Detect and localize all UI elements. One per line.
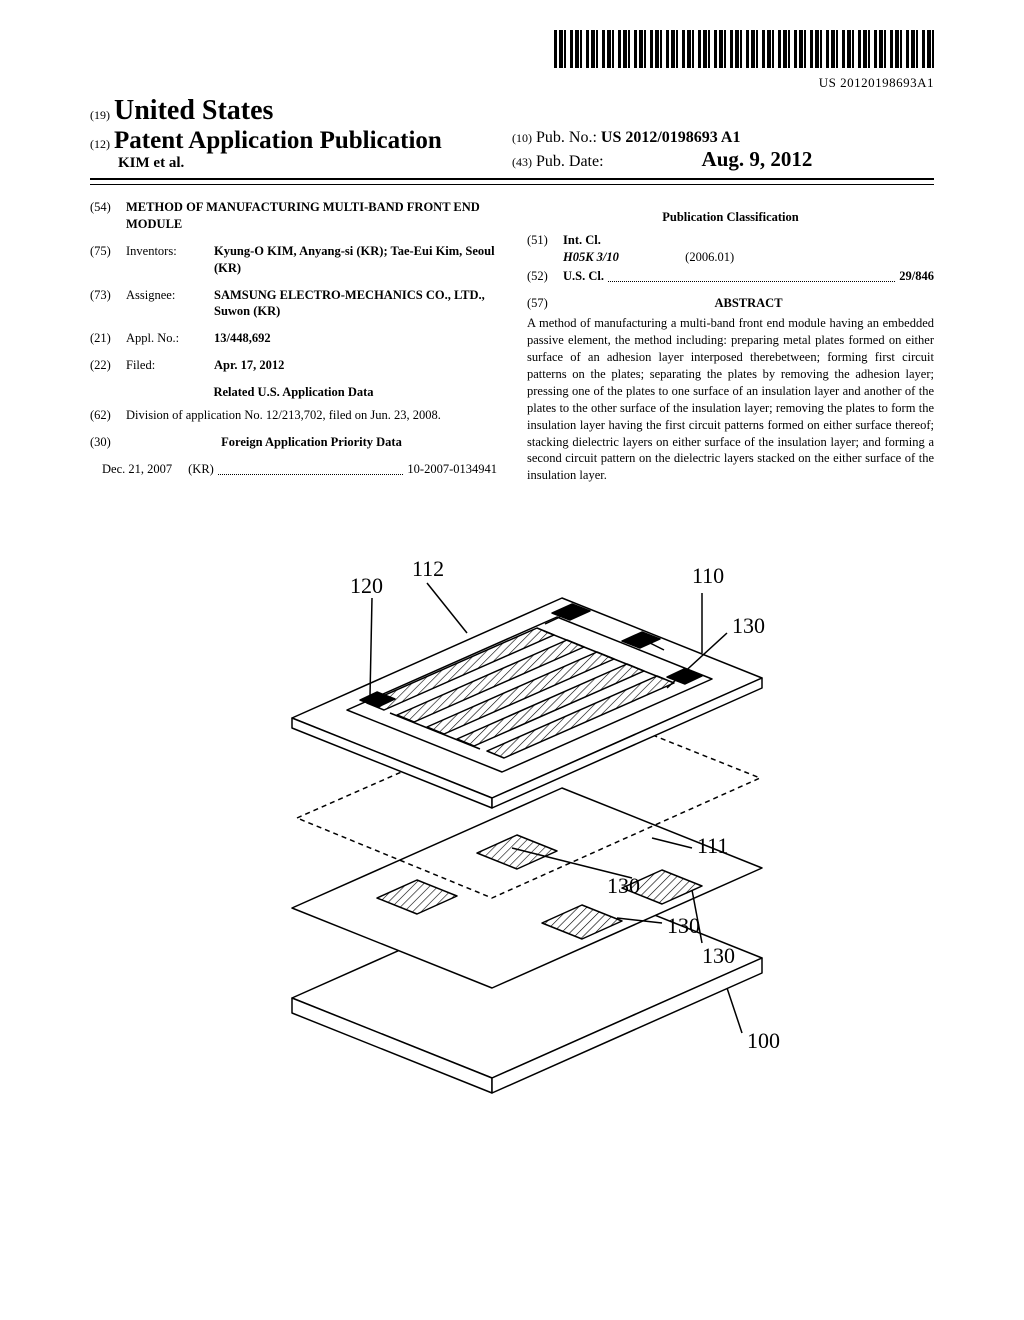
intcl-num: (51) bbox=[527, 232, 563, 266]
title-row: (54) METHOD OF MANUFACTURING MULTI-BAND … bbox=[90, 199, 497, 233]
intcl-row: (51) Int. Cl. H05K 3/10 (2006.01) bbox=[527, 232, 934, 266]
fig-label-130c: 130 bbox=[667, 913, 700, 938]
inventors-label: Inventors: bbox=[126, 243, 214, 277]
header-right: (10) Pub. No.: US 2012/0198693 A1 (43) P… bbox=[512, 129, 934, 172]
inventors-value: Kyung-O KIM, Anyang-si (KR); Tae-Eui Kim… bbox=[214, 243, 497, 277]
pubno-value: US 2012/0198693 A1 bbox=[601, 129, 741, 146]
inventors-num: (75) bbox=[90, 243, 126, 277]
foreign-num: (30) bbox=[90, 434, 126, 451]
foreign-title: Foreign Application Priority Data bbox=[126, 434, 497, 451]
intcl-year: (2006.01) bbox=[685, 250, 734, 264]
pubno-label: Pub. No.: bbox=[536, 129, 597, 146]
filed-value: Apr. 17, 2012 bbox=[214, 357, 497, 374]
prefix-country: (19) bbox=[90, 108, 110, 122]
uscl-num: (52) bbox=[527, 268, 563, 285]
patent-page: US 20120198693A1 (19) United States (12)… bbox=[0, 0, 1024, 1193]
related-title: Related U.S. Application Data bbox=[90, 384, 497, 401]
foreign-data-row: Dec. 21, 2007 (KR) 10-2007-0134941 bbox=[90, 461, 497, 478]
foreign-title-row: (30) Foreign Application Priority Data bbox=[90, 434, 497, 451]
prefix-pubno: (10) bbox=[512, 131, 532, 145]
figure-container: 112 120 110 130 111 130 130 130 100 bbox=[90, 528, 934, 1153]
pub-type: Patent Application Publication bbox=[114, 127, 442, 154]
assignee-num: (73) bbox=[90, 287, 126, 321]
applno-row: (21) Appl. No.: 13/448,692 bbox=[90, 330, 497, 347]
division-text: Division of application No. 12/213,702, … bbox=[126, 407, 497, 424]
foreign-country: (KR) bbox=[188, 461, 214, 478]
header-left: (19) United States (12) Patent Applicati… bbox=[90, 95, 512, 172]
prefix-pubdate: (43) bbox=[512, 155, 532, 169]
pubtype-line: (12) Patent Application Publication bbox=[90, 127, 512, 155]
fig-label-100: 100 bbox=[747, 1028, 780, 1053]
left-column: (54) METHOD OF MANUFACTURING MULTI-BAND … bbox=[90, 199, 497, 488]
title-num: (54) bbox=[90, 199, 126, 233]
foreign-date: Dec. 21, 2007 bbox=[102, 461, 172, 478]
intcl-label: Int. Cl. bbox=[563, 233, 601, 247]
country: United States bbox=[114, 95, 273, 126]
pubno-line: (10) Pub. No.: US 2012/0198693 A1 bbox=[512, 129, 934, 147]
intcl-block: Int. Cl. H05K 3/10 (2006.01) bbox=[563, 232, 934, 266]
barcode-number: US 20120198693A1 bbox=[90, 75, 934, 91]
foreign-appno: 10-2007-0134941 bbox=[407, 461, 497, 478]
uscl-label: U.S. Cl. bbox=[563, 268, 604, 285]
header: (19) United States (12) Patent Applicati… bbox=[90, 95, 934, 180]
filed-row: (22) Filed: Apr. 17, 2012 bbox=[90, 357, 497, 374]
division-num: (62) bbox=[90, 407, 126, 424]
abstract-text: A method of manufacturing a multi-band f… bbox=[527, 315, 934, 484]
assignee-row: (73) Assignee: SAMSUNG ELECTRO-MECHANICS… bbox=[90, 287, 497, 321]
applno-value: 13/448,692 bbox=[214, 330, 497, 347]
barcode-graphic bbox=[554, 30, 934, 68]
invention-title: METHOD OF MANUFACTURING MULTI-BAND FRONT… bbox=[126, 199, 497, 233]
fig-label-130a: 130 bbox=[732, 613, 765, 638]
division-row: (62) Division of application No. 12/213,… bbox=[90, 407, 497, 424]
applno-label: Appl. No.: bbox=[126, 330, 214, 347]
fig-label-110: 110 bbox=[692, 563, 724, 588]
fig-label-112: 112 bbox=[412, 556, 444, 581]
fig-label-130b: 130 bbox=[607, 873, 640, 898]
filed-label: Filed: bbox=[126, 357, 214, 374]
authors: KIM et al. bbox=[90, 155, 512, 172]
pubdate-label: Pub. Date: bbox=[536, 153, 604, 170]
dots-icon bbox=[218, 473, 404, 475]
inventors-value-text: Kyung-O KIM, Anyang-si (KR); Tae-Eui Kim… bbox=[214, 244, 495, 275]
applno-num: (21) bbox=[90, 330, 126, 347]
abstract-num: (57) bbox=[527, 295, 563, 312]
intcl-code: H05K 3/10 bbox=[563, 250, 619, 264]
filed-num: (22) bbox=[90, 357, 126, 374]
assignee-label: Assignee: bbox=[126, 287, 214, 321]
uscl-row: (52) U.S. Cl. 29/846 bbox=[527, 268, 934, 285]
body-columns: (54) METHOD OF MANUFACTURING MULTI-BAND … bbox=[90, 199, 934, 488]
pubdate-value: Aug. 9, 2012 bbox=[702, 147, 813, 171]
patent-figure: 112 120 110 130 111 130 130 130 100 bbox=[202, 528, 822, 1148]
uscl-value: 29/846 bbox=[899, 268, 934, 285]
fig-label-111: 111 bbox=[697, 833, 728, 858]
dots-icon bbox=[608, 280, 895, 282]
header-rule bbox=[90, 184, 934, 185]
abstract-label: ABSTRACT bbox=[563, 295, 934, 312]
fig-label-120: 120 bbox=[350, 573, 383, 598]
country-line: (19) United States bbox=[90, 95, 512, 127]
assignee-value-text: SAMSUNG ELECTRO-MECHANICS CO., LTD., Suw… bbox=[214, 288, 485, 319]
abstract-header: (57) ABSTRACT bbox=[527, 295, 934, 312]
fig-label-130d: 130 bbox=[702, 943, 735, 968]
prefix-pubtype: (12) bbox=[90, 137, 110, 151]
pubdate-line: (43) Pub. Date: Aug. 9, 2012 bbox=[512, 147, 934, 172]
barcode-block: US 20120198693A1 bbox=[90, 30, 934, 91]
inventors-row: (75) Inventors: Kyung-O KIM, Anyang-si (… bbox=[90, 243, 497, 277]
assignee-value: SAMSUNG ELECTRO-MECHANICS CO., LTD., Suw… bbox=[214, 287, 497, 321]
classification-title: Publication Classification bbox=[527, 209, 934, 226]
right-column: Publication Classification (51) Int. Cl.… bbox=[527, 199, 934, 488]
